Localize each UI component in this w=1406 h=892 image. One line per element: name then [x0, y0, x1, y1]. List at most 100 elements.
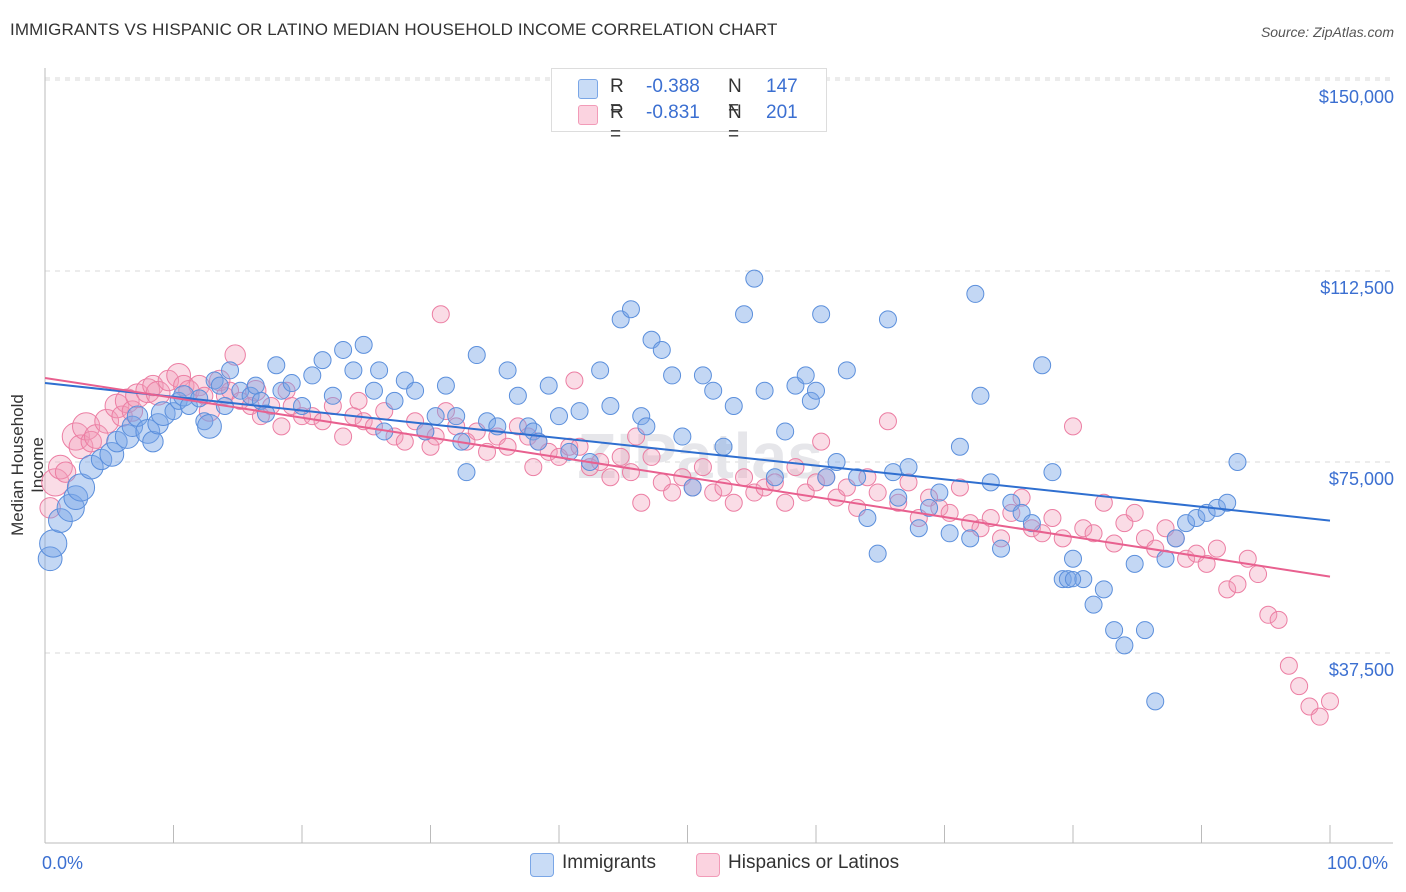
bottom-legend-label: Immigrants: [562, 852, 656, 873]
immigrants-point: [971, 386, 990, 405]
y-tick-37500: $37,500: [1328, 660, 1394, 680]
hispanics-point: [776, 493, 795, 512]
immigrants-point: [550, 407, 568, 426]
immigrants-point: [63, 485, 89, 511]
hispanics-point: [209, 369, 231, 392]
immigrants-point: [878, 310, 897, 329]
immigrants-point: [1105, 621, 1124, 640]
immigrants-point: [142, 430, 164, 453]
hispanics-point: [1279, 656, 1298, 675]
y-tick-112500: $112,500: [1320, 278, 1394, 298]
hispanics-point: [1094, 493, 1113, 512]
immigrants-point: [621, 300, 640, 319]
hispanics-point: [1249, 565, 1268, 584]
hispanics-point: [431, 305, 450, 324]
hispanics-point: [724, 493, 743, 512]
hispanics-point: [1084, 524, 1103, 543]
legend-n-label: N =: [728, 102, 742, 145]
hispanics-point: [395, 432, 414, 451]
immigrants-point: [99, 441, 125, 467]
hispanics-point: [1269, 610, 1288, 629]
immigrants-point: [981, 473, 1000, 492]
hispanics-point: [889, 493, 908, 512]
immigrants-point: [704, 381, 723, 400]
hispanics-point: [1218, 580, 1237, 599]
immigrants-point: [1064, 549, 1082, 568]
immigrants-point: [121, 415, 144, 438]
immigrants-point: [848, 468, 867, 487]
immigrants-point: [195, 412, 214, 431]
immigrants-point: [966, 284, 985, 303]
hispanics-point: [1064, 417, 1082, 436]
immigrants-point: [801, 391, 820, 410]
immigrants-point: [313, 351, 332, 370]
immigrants-point: [663, 366, 682, 385]
hispanics-point: [1228, 575, 1247, 594]
immigrants-point: [1228, 453, 1247, 471]
legend-n-label: N =: [728, 76, 742, 119]
hispanics-point: [1053, 529, 1072, 548]
hispanics-point: [1125, 503, 1144, 522]
immigrants-point: [950, 437, 969, 456]
hispanics-point: [94, 408, 120, 434]
hispanics-point: [334, 427, 353, 446]
legend-r-value: -0.388: [646, 76, 700, 97]
hispanics-point: [878, 412, 897, 431]
immigrants-point: [267, 356, 286, 375]
hispanics-point: [1197, 554, 1216, 573]
hispanics-point: [41, 468, 70, 497]
hispanics-point: [1043, 509, 1062, 528]
immigrants-point: [735, 305, 754, 324]
y-tick-75000: $75,000: [1328, 469, 1394, 489]
immigrants-point: [807, 381, 825, 400]
immigrants-point: [992, 539, 1011, 558]
hispanics-point: [272, 417, 291, 436]
immigrants-point: [436, 376, 455, 395]
immigrants-point: [272, 381, 291, 400]
hispanics-point: [1310, 707, 1329, 726]
immigrants-point: [673, 427, 692, 446]
legend-r-label: R =: [610, 102, 624, 145]
immigrants-point: [837, 361, 856, 380]
immigrants-point: [1043, 463, 1062, 482]
immigrants-point: [940, 524, 959, 543]
hispanics-point: [693, 458, 712, 477]
immigrants-point: [1022, 514, 1041, 533]
x-tick-max: 100.0%: [1327, 853, 1389, 873]
immigrants-point: [334, 340, 353, 359]
immigrants-point: [303, 366, 322, 385]
immigrants-point: [1135, 621, 1154, 640]
hispanics-point: [858, 468, 877, 487]
immigrants-point: [385, 391, 404, 410]
hispanics-point: [663, 483, 682, 502]
bottom-legend-swatch-blue: [530, 853, 554, 877]
hispanics-point: [812, 432, 831, 451]
immigrants-point: [683, 478, 702, 497]
hispanics-point: [498, 437, 517, 456]
immigrants-point: [724, 396, 743, 415]
immigrants-point: [364, 381, 383, 400]
hispanics-point: [950, 478, 969, 497]
hispanics-point: [1012, 488, 1031, 507]
chart-source: Source: ZipAtlas.com: [1260, 24, 1394, 40]
hispanics-point: [245, 379, 267, 402]
immigrants-point: [755, 381, 774, 400]
immigrants-point: [529, 432, 548, 451]
immigrants-point: [745, 269, 764, 288]
immigrants-point: [693, 366, 712, 385]
immigrants-point: [354, 335, 373, 354]
hispanics-point: [39, 497, 61, 519]
immigrants-point: [508, 386, 527, 405]
immigrants-point: [637, 417, 656, 436]
immigrants-point: [858, 509, 877, 528]
immigrants-point: [48, 508, 73, 533]
immigrants-point: [961, 529, 980, 548]
x-tick-min: 0.0%: [42, 853, 84, 873]
immigrants-point: [776, 422, 795, 441]
hispanics-point: [621, 463, 640, 482]
immigrants-point: [1084, 595, 1103, 614]
immigrants-point: [78, 454, 104, 480]
hispanics-point: [992, 529, 1011, 548]
hispanics-point: [611, 447, 630, 466]
legend-r-value: -0.831: [646, 102, 700, 123]
